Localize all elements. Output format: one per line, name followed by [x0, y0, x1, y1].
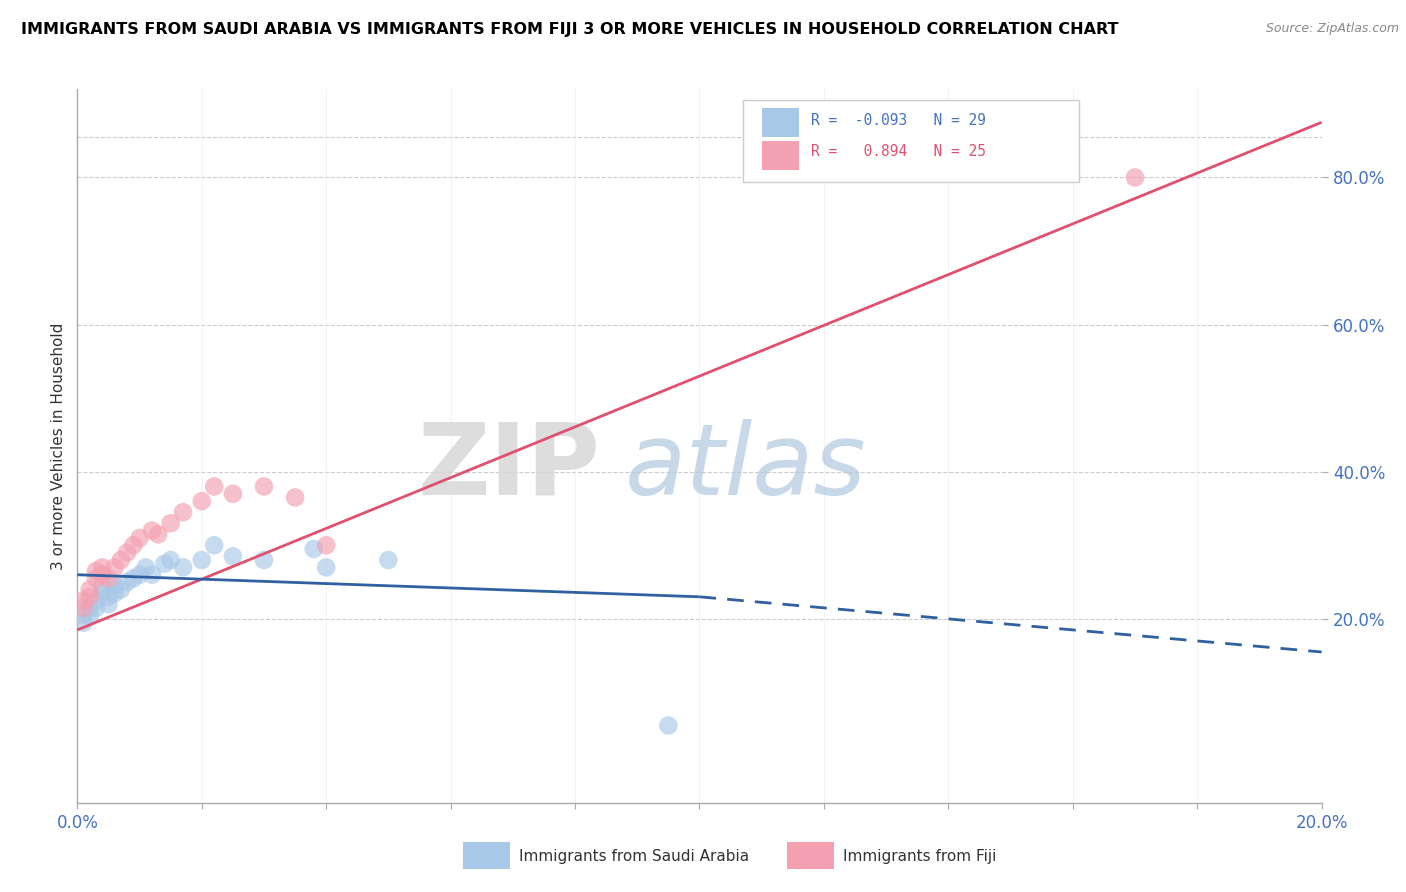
Text: Source: ZipAtlas.com: Source: ZipAtlas.com [1265, 22, 1399, 36]
Point [202, 479, 225, 493]
Point [79, 582, 101, 597]
FancyBboxPatch shape [742, 100, 1078, 182]
Point [97, 571, 120, 585]
Bar [786, 842, 834, 869]
Point [115, 546, 138, 560]
Point [128, 531, 150, 545]
Point [315, 560, 337, 574]
Bar [463, 842, 510, 869]
Point [79, 608, 101, 623]
Point [190, 553, 214, 567]
Point [79, 590, 101, 604]
Point [284, 491, 307, 505]
Text: Immigrants from Fiji: Immigrants from Fiji [842, 849, 995, 863]
Point [141, 567, 163, 582]
Text: atlas: atlas [624, 419, 866, 516]
Point [72, 600, 94, 615]
Point [97, 597, 120, 611]
Point [657, 718, 679, 732]
Y-axis label: 3 or more Vehicles in Household: 3 or more Vehicles in Household [51, 322, 66, 570]
Point [91, 579, 114, 593]
Point [302, 541, 325, 556]
Point [72, 608, 94, 623]
Text: R =  -0.093   N = 29: R = -0.093 N = 29 [811, 112, 987, 128]
Text: R =   0.894   N = 25: R = 0.894 N = 25 [811, 145, 987, 159]
Point [202, 538, 225, 552]
Point [122, 538, 145, 552]
Point [141, 524, 163, 538]
Point [1123, 170, 1146, 185]
Point [104, 579, 127, 593]
Point [84, 564, 107, 578]
Point [159, 516, 181, 531]
Point [104, 586, 127, 600]
Point [91, 567, 114, 582]
Point [315, 538, 337, 552]
Point [97, 590, 120, 604]
Bar [762, 141, 799, 169]
Text: IMMIGRANTS FROM SAUDI ARABIA VS IMMIGRANTS FROM FIJI 3 OR MORE VEHICLES IN HOUSE: IMMIGRANTS FROM SAUDI ARABIA VS IMMIGRAN… [21, 22, 1119, 37]
Text: ZIP: ZIP [418, 419, 600, 516]
Point [104, 560, 127, 574]
Point [110, 553, 132, 567]
Bar [762, 109, 799, 137]
Text: Immigrants from Saudi Arabia: Immigrants from Saudi Arabia [519, 849, 749, 863]
Point [172, 505, 194, 519]
Point [84, 600, 107, 615]
Point [253, 479, 276, 493]
Point [110, 582, 132, 597]
Point [222, 487, 245, 501]
Point [135, 560, 157, 574]
Point [153, 557, 176, 571]
Point [122, 571, 145, 585]
Point [84, 593, 107, 607]
Point [72, 593, 94, 607]
Point [222, 549, 245, 564]
Point [84, 571, 107, 585]
Point [159, 553, 181, 567]
Point [377, 553, 399, 567]
Point [115, 575, 138, 590]
Point [253, 553, 276, 567]
Point [148, 527, 170, 541]
Point [128, 567, 150, 582]
Point [91, 586, 114, 600]
Point [72, 615, 94, 630]
Point [79, 600, 101, 615]
Point [190, 494, 214, 508]
Point [91, 560, 114, 574]
Point [172, 560, 194, 574]
